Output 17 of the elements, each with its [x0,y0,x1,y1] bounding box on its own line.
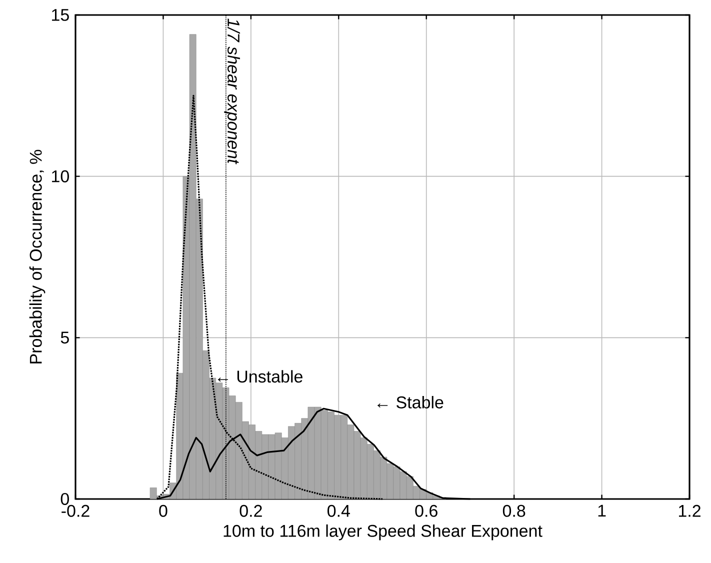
y-axis-title: Probability of Occurrence, % [29,150,46,364]
ref-line-label: 1/7 shear exponent [224,18,240,164]
annotation: ← Stable [378,396,444,408]
x-tick-label: 0.6 [415,504,438,517]
x-tick-label: 1 [598,504,606,517]
x-tick-label: -0.2 [62,504,90,517]
y-tick-label: 15 [52,9,69,21]
x-tick-label: 0.4 [327,504,350,517]
annotation: ← Unstable [218,370,302,383]
y-tick-label: 5 [60,332,69,344]
y-tick-label: 0 [60,492,69,506]
x-tick-label: 1.2 [678,504,700,517]
x-tick-label: 0 [159,504,168,517]
x-tick-label: 0.8 [502,504,526,517]
x-axis-title: 10m to 116m layer Speed Shear Exponent [224,524,542,540]
y-tick-label: 10 [52,170,69,182]
x-tick-label: 0.2 [240,504,262,517]
